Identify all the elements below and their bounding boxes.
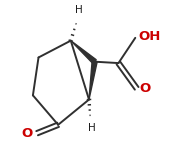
Text: OH: OH [138,30,160,43]
Polygon shape [89,61,97,100]
Text: O: O [140,82,151,95]
Text: O: O [22,127,33,140]
Polygon shape [71,41,96,64]
Text: H: H [75,5,83,15]
Text: H: H [88,123,96,133]
